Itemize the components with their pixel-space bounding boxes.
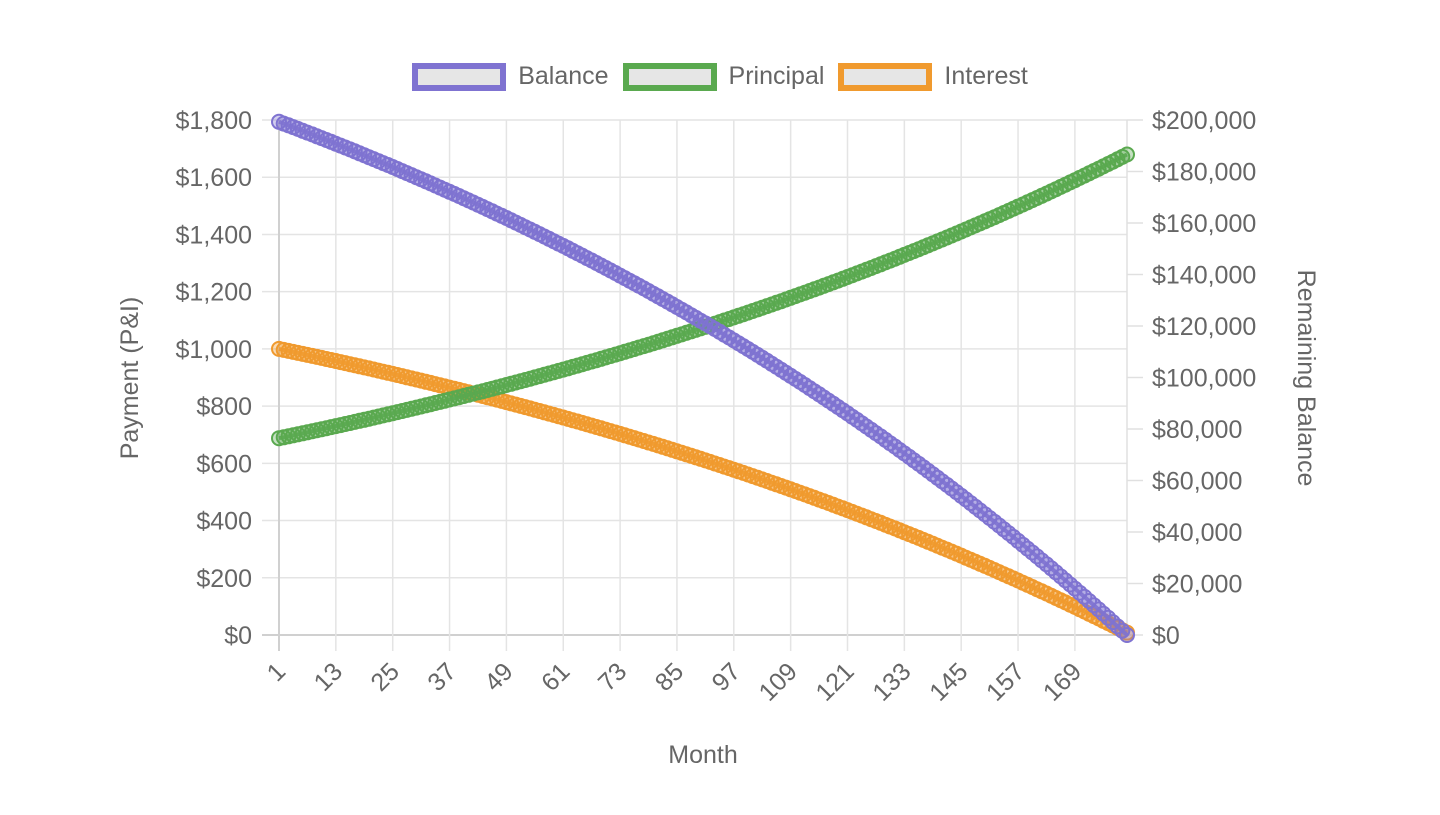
- y-left-tick-label: $1,200: [176, 279, 252, 307]
- y-right-tick-label: $180,000: [1152, 159, 1256, 187]
- y-left-axis: $0 $200 $400 $600 $800 $1,000 $1,200 $1,400 $1,6…: [176, 107, 252, 650]
- chart-legend: Balance Principal Interest: [0, 62, 1440, 91]
- x-tick-label: 61: [536, 657, 575, 696]
- y-right-tick-label: $120,000: [1152, 313, 1256, 341]
- y-left-tick-label: $800: [196, 393, 252, 421]
- y-right-tick-label: $40,000: [1152, 519, 1242, 547]
- y-left-tick-label: $200: [196, 565, 252, 593]
- legend-swatch-interest: [838, 62, 933, 91]
- y-right-tick-label: $160,000: [1152, 210, 1256, 238]
- legend-item-interest[interactable]: Interest: [838, 62, 1028, 91]
- x-tick-label: 133: [867, 657, 916, 706]
- x-tick-label: 97: [707, 657, 746, 696]
- x-tick-label: 13: [309, 657, 348, 696]
- y-right-tick-label: $100,000: [1152, 365, 1256, 393]
- series-interest: [271, 340, 1135, 641]
- y-right-tick-label: $20,000: [1152, 571, 1242, 599]
- legend-item-principal[interactable]: Principal: [622, 62, 825, 91]
- y-right-tick-label: $80,000: [1152, 416, 1242, 444]
- data-point[interactable]: [1119, 627, 1135, 643]
- x-tick-label: 1: [262, 657, 292, 687]
- x-axis-title: Month: [668, 741, 737, 769]
- x-tick-label: 25: [365, 657, 404, 696]
- x-axis: 1 13 25 37 49 61 73 85 97 109 121 133 145 157 169: [262, 657, 1088, 706]
- series-principal: [271, 146, 1135, 447]
- x-tick-label: 73: [593, 657, 632, 696]
- legend-label-balance: Balance: [518, 62, 609, 90]
- y-left-tick-label: $600: [196, 450, 252, 478]
- y-left-tick-label: $1,600: [176, 164, 252, 192]
- chart-series: [271, 113, 1135, 643]
- legend-label-principal: Principal: [728, 62, 825, 90]
- y-right-tick-label: $140,000: [1152, 262, 1256, 290]
- legend-swatch-principal: [622, 62, 717, 91]
- y-right-tick-label: $0: [1152, 622, 1180, 650]
- legend-label-interest: Interest: [944, 62, 1028, 90]
- y-right-axis-title: Remaining Balance: [1292, 270, 1320, 487]
- y-right-axis: $0 $20,000 $40,000 $60,000 $80,000 $100,000 $1…: [1152, 107, 1256, 650]
- legend-swatch-balance: [412, 62, 507, 91]
- y-left-tick-label: $400: [196, 508, 252, 536]
- x-tick-label: 109: [754, 657, 803, 706]
- y-right-tick-label: $200,000: [1152, 107, 1256, 135]
- x-tick-label: 169: [1038, 657, 1087, 706]
- y-left-tick-label: $1,000: [176, 336, 252, 364]
- y-right-tick-label: $60,000: [1152, 468, 1242, 496]
- y-left-axis-title: Payment (P&I): [116, 297, 144, 460]
- x-tick-label: 157: [981, 657, 1030, 706]
- y-left-tick-label: $1,400: [176, 221, 252, 249]
- x-tick-label: 145: [924, 657, 973, 706]
- x-tick-label: 85: [650, 657, 689, 696]
- y-left-tick-label: $1,800: [176, 107, 252, 135]
- x-tick-label: 37: [422, 657, 461, 696]
- legend-item-balance[interactable]: Balance: [412, 62, 609, 91]
- series-balance: [271, 113, 1135, 643]
- x-tick-label: 121: [810, 657, 859, 706]
- data-point[interactable]: [1119, 146, 1135, 163]
- x-tick-label: 49: [479, 657, 518, 696]
- y-left-tick-label: $0: [224, 622, 252, 650]
